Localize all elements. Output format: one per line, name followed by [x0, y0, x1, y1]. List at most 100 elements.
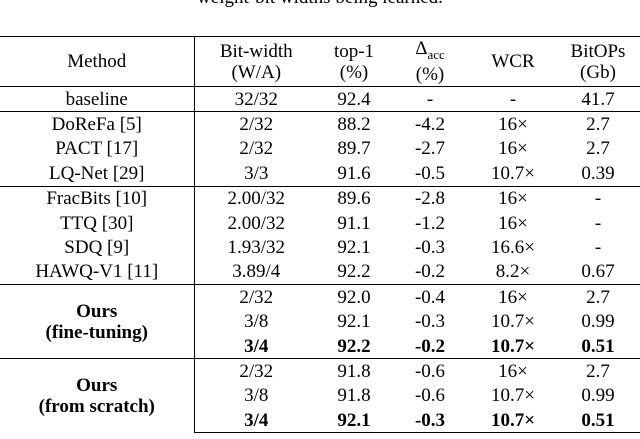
data-cell: - — [594, 237, 602, 259]
cell-text: 92.1 — [337, 409, 371, 431]
header-cell: WCR — [470, 36, 556, 87]
data-cell: 3/8 — [244, 385, 269, 407]
data-cell: 3/8 — [244, 311, 269, 333]
header-text: WCR — [491, 51, 535, 72]
data-cell: 2/32 — [194, 358, 318, 384]
table-row: 3/8 91.8 -0.6 10.7× 0.99 — [0, 384, 640, 408]
data-cell: 16.6× — [491, 237, 535, 259]
data-cell: -0.3 — [414, 311, 446, 333]
data-cell: 91.6 — [337, 162, 371, 184]
header-text: (%) — [415, 64, 445, 86]
data-cell: -2.8 — [390, 185, 470, 211]
data-cell: 2.00/32 — [227, 212, 286, 234]
caption: weight-bit widths being learned. — [0, 0, 640, 9]
data-cell: 0.99 — [581, 311, 615, 333]
table-row: DoReFa [5] 2/32 88.2 -4.2 16× 2.7 — [0, 111, 640, 137]
cell-text: -0.3 — [414, 409, 446, 431]
data-cell: 2/32 — [194, 111, 318, 137]
data-cell: -0.6 — [390, 358, 470, 384]
table-row: LQ-Net [29] 3/3 91.6 -0.5 10.7× 0.39 — [0, 161, 640, 187]
method-label: Ours — [76, 375, 118, 397]
method-label: (fine-tuning) — [45, 321, 148, 343]
data-cell: -0.3 — [390, 408, 470, 434]
header-text: (Gb) — [580, 61, 616, 83]
data-cell: 16× — [498, 212, 528, 234]
data-cell: 10.7× — [491, 162, 535, 184]
data-cell: 16× — [470, 358, 556, 384]
data-cell: -2.7 — [414, 138, 446, 160]
data-cell: 92.1 — [337, 311, 371, 333]
data-cell: 10.7× — [470, 408, 556, 434]
header-text: Δ — [415, 37, 428, 59]
data-cell: 32/32 — [234, 88, 278, 110]
data-cell: 10.7× — [491, 311, 535, 333]
data-cell: -0.2 — [390, 334, 470, 359]
header-subscript: acc — [427, 46, 445, 62]
data-cell: 3.89/4 — [232, 261, 281, 283]
data-cell: -1.2 — [414, 212, 446, 234]
data-cell: 0.51 — [556, 334, 640, 359]
data-cell: 3/4 — [194, 408, 318, 434]
data-cell: - — [556, 185, 640, 211]
data-cell: - — [426, 88, 434, 110]
data-cell: 89.7 — [337, 138, 371, 160]
header-row: Method Bit-width (W/A) top-1 (%) Δacc (%) WCR Bi… — [0, 36, 640, 87]
data-cell: 2.7 — [556, 111, 640, 137]
cell-text: -0.2 — [414, 335, 446, 357]
data-cell: 0.99 — [581, 385, 615, 407]
data-cell: -0.3 — [414, 237, 446, 259]
data-cell: 91.8 — [318, 358, 390, 384]
data-cell: 91.8 — [337, 385, 371, 407]
method-cell: TTQ [30] — [0, 210, 195, 236]
data-cell: 16× — [470, 111, 556, 137]
data-cell: 3/3 — [244, 162, 269, 184]
cell-text: 92.2 — [337, 335, 371, 357]
data-cell: -4.2 — [390, 111, 470, 137]
cell-text: 10.7× — [490, 335, 536, 357]
data-cell: 16× — [470, 284, 556, 310]
table-row: Ours (fine-tuning) 2/32 92.0 -0.4 16× 2.7 — [0, 284, 640, 359]
data-cell: - — [594, 212, 602, 234]
data-cell: 92.2 — [337, 261, 371, 283]
data-cell: 2/32 — [239, 138, 274, 160]
data-cell: 92.1 — [318, 408, 390, 434]
data-cell: 92.4 — [337, 88, 371, 110]
data-cell: 2.00/32 — [194, 185, 318, 211]
method-cell: DoReFa [5] — [0, 111, 195, 137]
table-row: Ours (from scratch) 2/32 91.8 -0.6 16× 2.7 — [0, 358, 640, 433]
data-cell: 0.39 — [581, 162, 615, 184]
data-cell: 41.7 — [581, 88, 615, 110]
header-text: Method — [67, 51, 127, 72]
header-cell: BitOPs (Gb) — [556, 36, 640, 87]
data-cell: 0.67 — [581, 261, 615, 283]
table-row: 3/4 92.2 -0.2 10.7× 0.51 — [0, 334, 640, 359]
data-cell: 16× — [470, 185, 556, 211]
data-cell: 92.2 — [318, 334, 390, 359]
method-cell: SDQ [9] — [0, 235, 195, 260]
data-cell: 0.51 — [556, 408, 640, 434]
data-cell: 88.2 — [318, 111, 390, 137]
header-text: BitOPs — [570, 40, 626, 62]
data-cell: 91.1 — [337, 212, 371, 234]
method-cell: FracBits [10] — [0, 185, 195, 211]
data-cell: -0.5 — [414, 162, 446, 184]
method-label: (from scratch) — [38, 396, 155, 418]
data-cell: 16× — [498, 138, 528, 160]
method-cell: HAWQ-V1 [11] — [0, 259, 195, 285]
data-cell: 1.93/32 — [227, 237, 286, 259]
header-cell: Method — [0, 36, 195, 87]
data-cell: - — [509, 88, 517, 110]
table-row: 3/8 92.1 -0.3 10.7× 0.99 — [0, 310, 640, 334]
header-text: (%) — [339, 61, 369, 83]
table-row: baseline 32/32 92.4 - - 41.7 — [0, 86, 640, 112]
cell-text: 0.51 — [581, 409, 615, 431]
header-text: (W/A) — [231, 61, 282, 83]
data-cell: 10.7× — [470, 334, 556, 359]
results-table: Method Bit-width (W/A) top-1 (%) Δacc (%) WCR Bi… — [0, 36, 640, 434]
data-cell: 3/4 — [194, 334, 318, 359]
header-cell: top-1 (%) — [318, 36, 390, 87]
method-cell: LQ-Net [29] — [0, 161, 195, 187]
data-cell: 8.2× — [495, 261, 531, 283]
data-cell: 92.1 — [337, 237, 371, 259]
table-row: PACT [17] 2/32 89.7 -2.7 16× 2.7 — [0, 136, 640, 162]
